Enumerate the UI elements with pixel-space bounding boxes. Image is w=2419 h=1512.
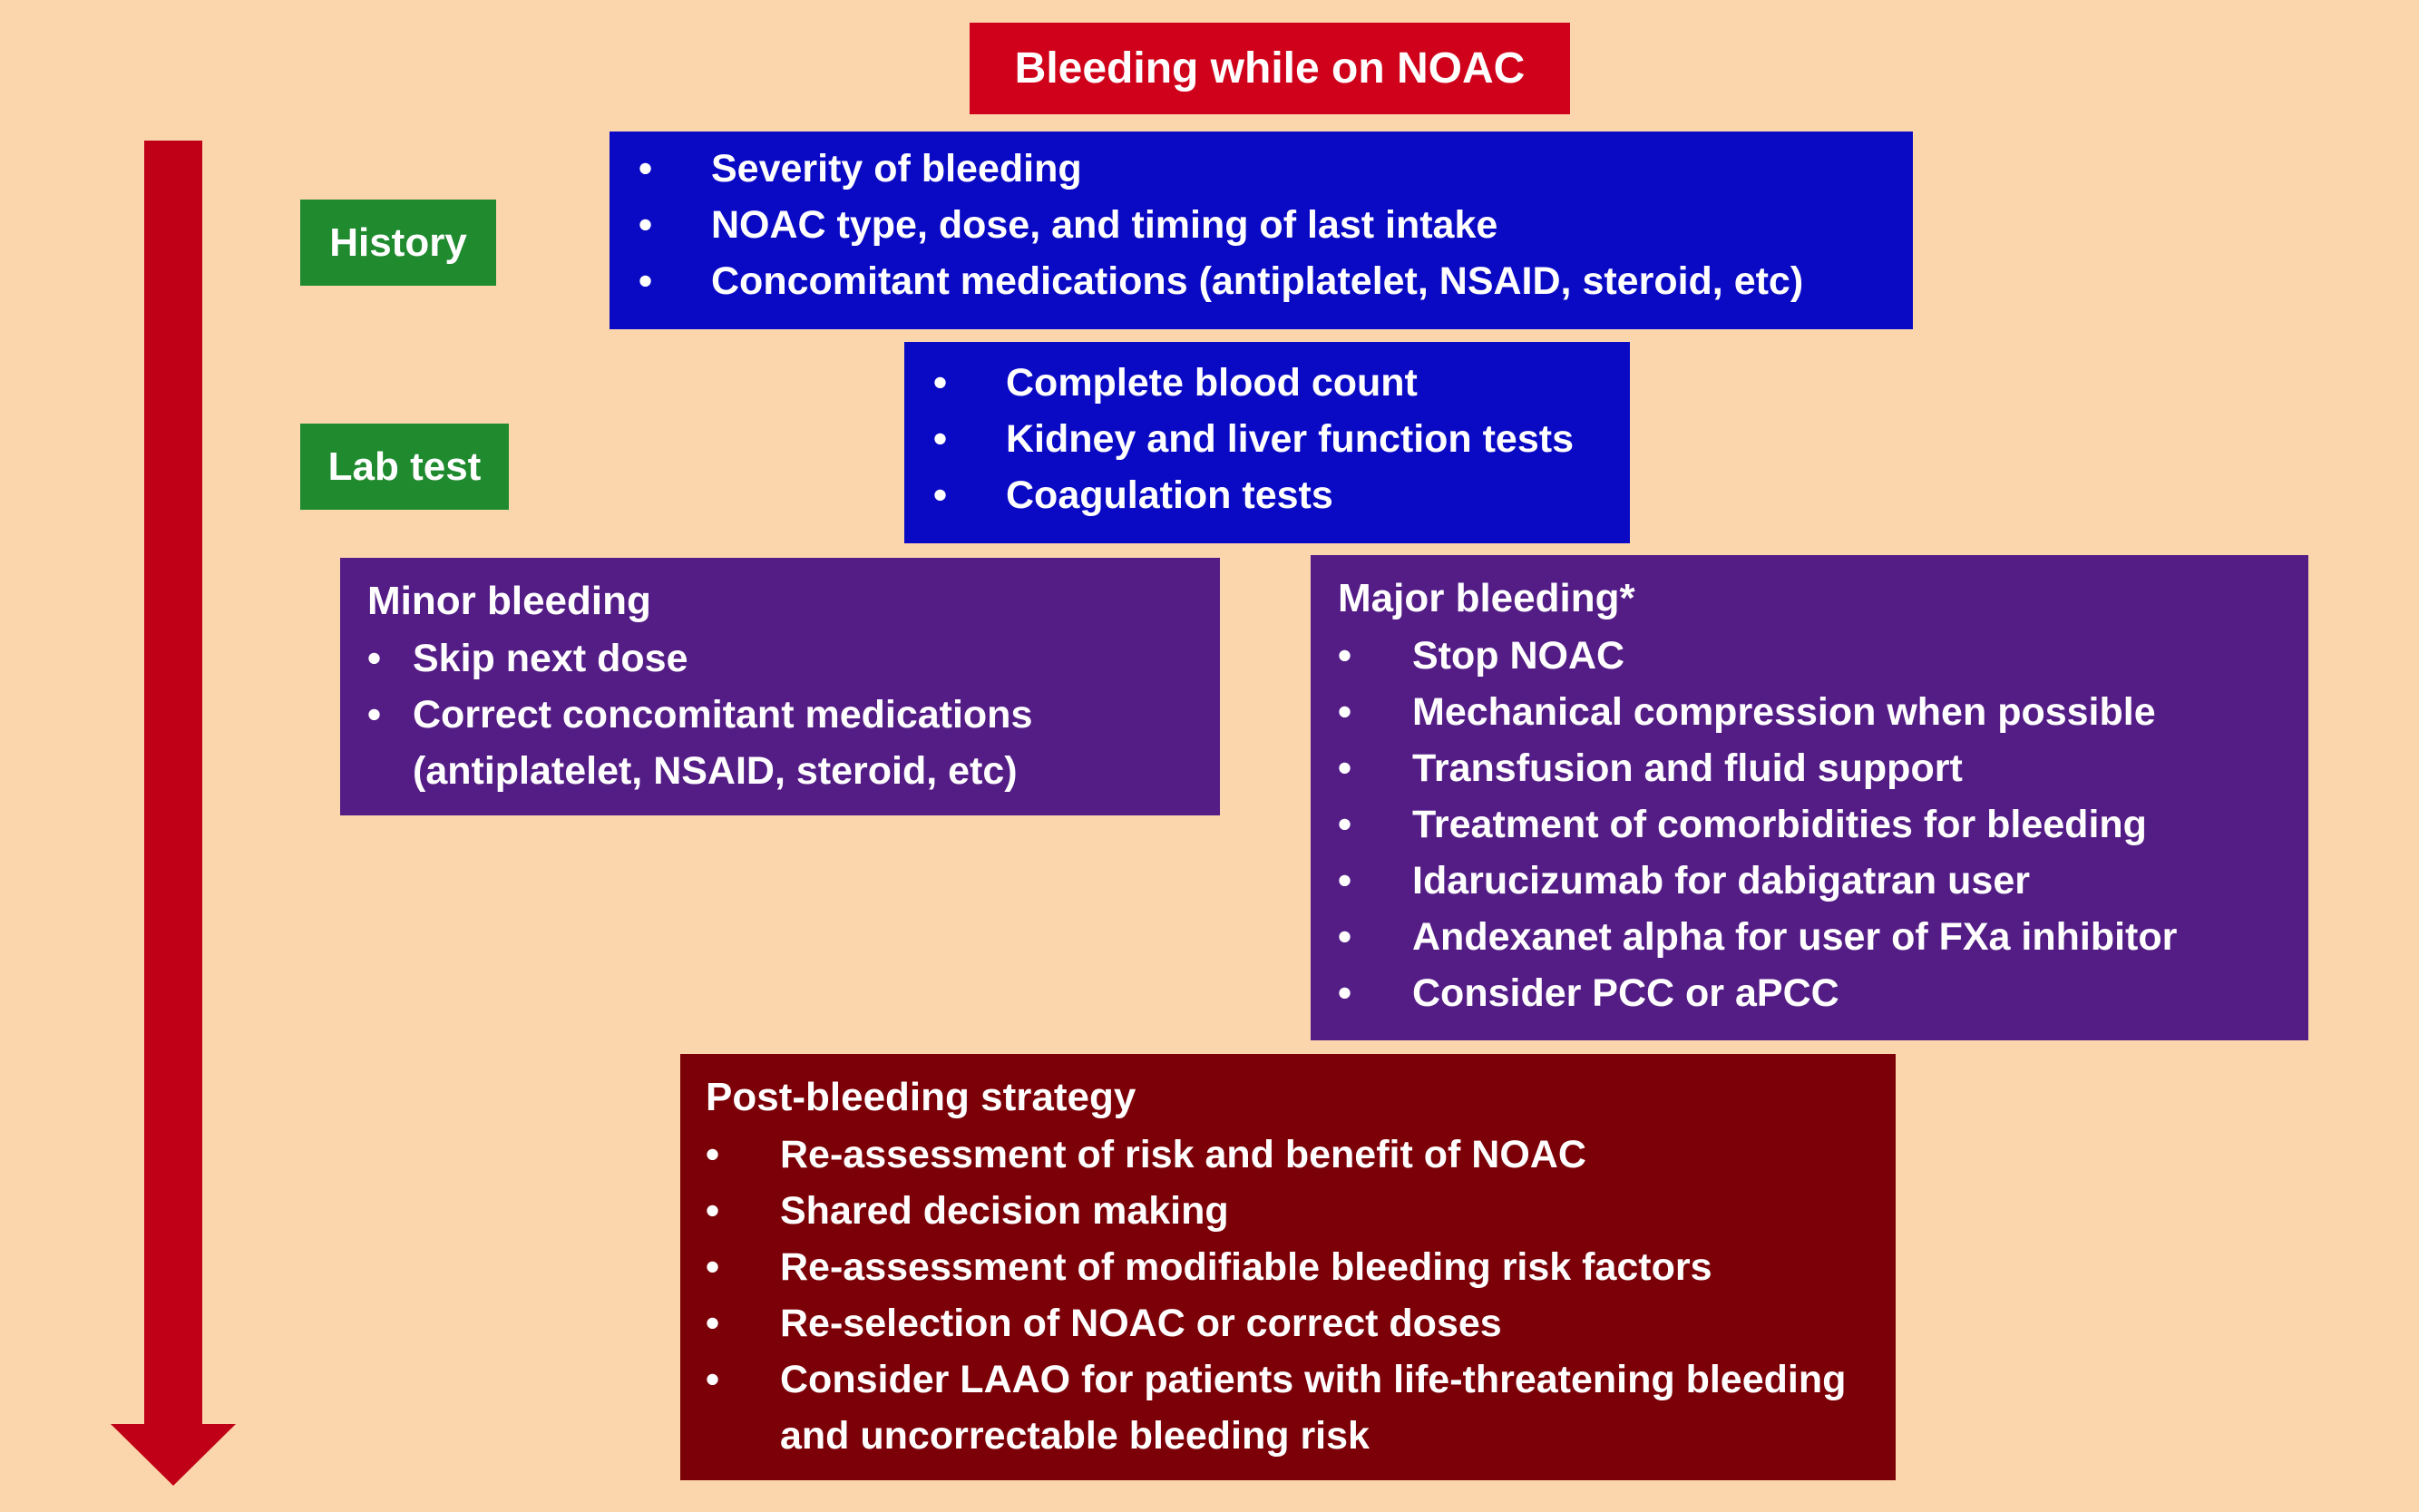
lab-test-label: Lab test [300, 424, 509, 510]
major-item: Andexanet alpha for user of FXa inhibito… [1338, 909, 2308, 965]
lab-item: Coagulation tests [904, 467, 1630, 523]
post-item: Re-selection of NOAC or correct doses [706, 1295, 1896, 1351]
history-label: History [300, 200, 496, 286]
post-bleeding-heading: Post-bleeding strategy [706, 1075, 1136, 1119]
diagram-title: Bleeding while on NOAC [970, 23, 1570, 114]
timeline-arrow [111, 141, 236, 1486]
post-bleeding-box: Post-bleeding strategy Re-assessment of … [680, 1054, 1896, 1480]
minor-bleeding-box: Minor bleeding Skip next dose Correct co… [340, 558, 1220, 815]
history-box: Severity of bleeding NOAC type, dose, an… [610, 132, 1913, 329]
major-bleeding-box: Major bleeding* Stop NOAC Mechanical com… [1311, 555, 2308, 1040]
lab-item: Kidney and liver function tests [904, 411, 1630, 467]
history-item: Severity of bleeding [610, 141, 1913, 197]
major-item: Mechanical compression when possible [1338, 684, 2308, 740]
major-item: Idarucizumab for dabigatran user [1338, 853, 2308, 909]
history-item: NOAC type, dose, and timing of last inta… [610, 197, 1913, 253]
major-item: Treatment of comorbidities for bleeding [1338, 796, 2308, 853]
minor-item: Skip next dose [367, 630, 1220, 687]
post-item: Shared decision making [706, 1183, 1896, 1239]
major-item: Stop NOAC [1338, 628, 2308, 684]
lab-item: Complete blood count [904, 355, 1630, 411]
post-item: Re-assessment of risk and benefit of NOA… [706, 1127, 1896, 1183]
major-bleeding-heading: Major bleeding* [1338, 576, 1635, 620]
post-item: Consider LAAO for patients with life-thr… [706, 1351, 1896, 1464]
major-item: Consider PCC or aPCC [1338, 965, 2308, 1021]
major-item: Transfusion and fluid support [1338, 740, 2308, 796]
minor-item: Correct concomitant medications (antipla… [367, 687, 1220, 799]
history-item: Concomitant medications (antiplatelet, N… [610, 253, 1913, 309]
lab-test-box: Complete blood count Kidney and liver fu… [904, 342, 1630, 543]
minor-bleeding-heading: Minor bleeding [367, 579, 651, 623]
post-item: Re-assessment of modifiable bleeding ris… [706, 1239, 1896, 1295]
